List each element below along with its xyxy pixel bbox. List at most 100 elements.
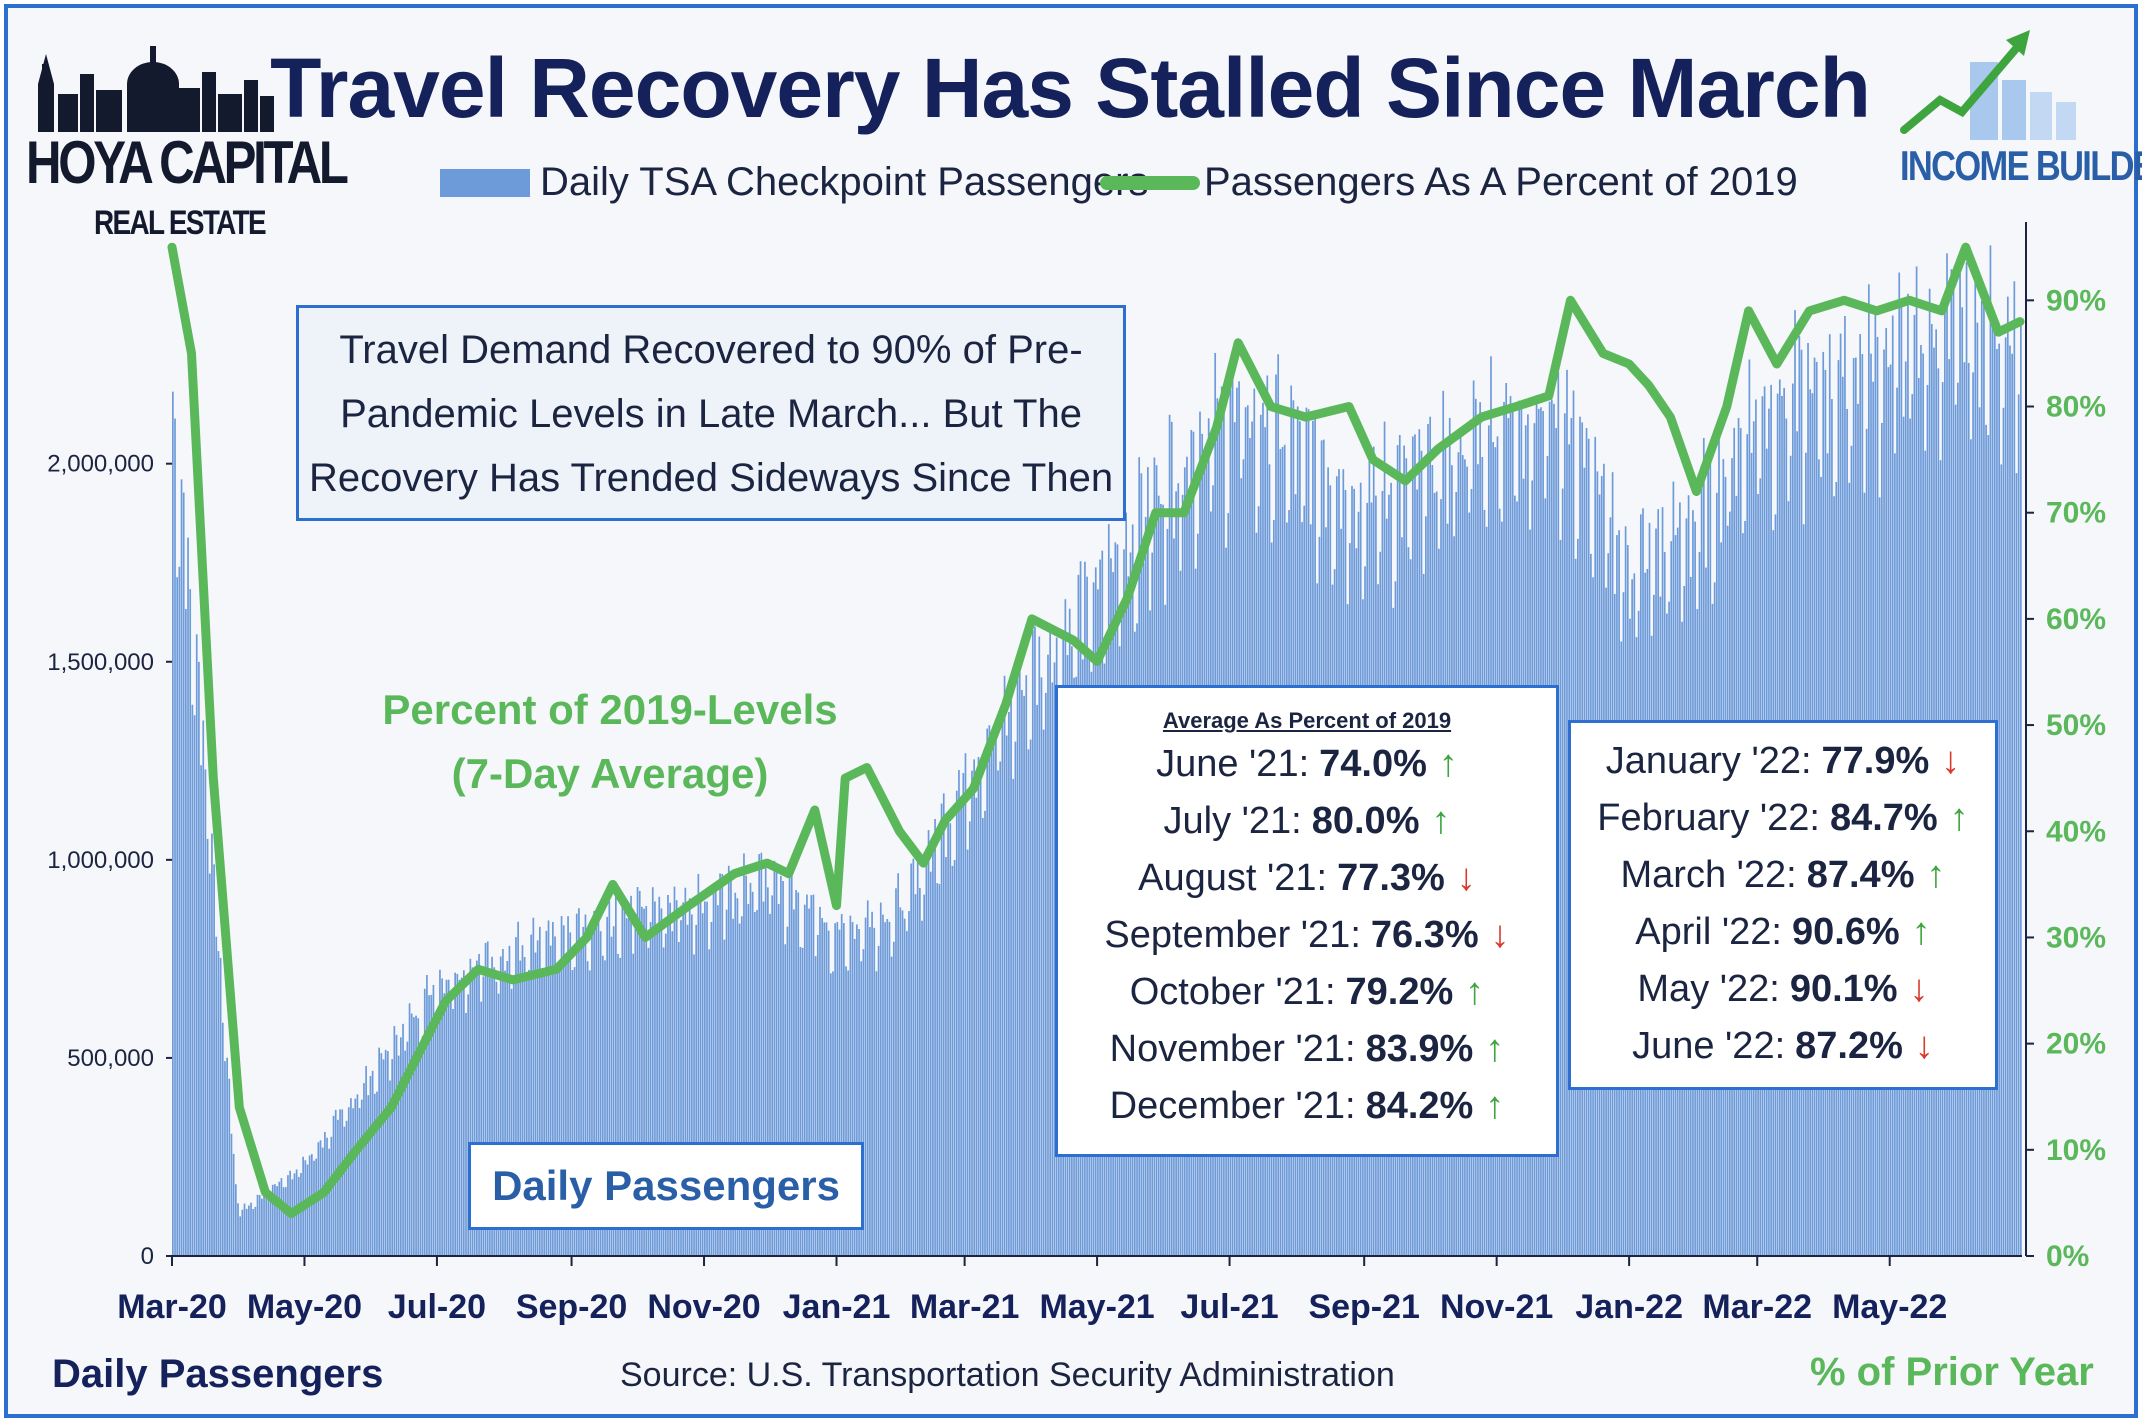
- passenger-bar: [380, 1053, 383, 1256]
- passenger-bar: [352, 1108, 354, 1256]
- passenger-bar: [489, 977, 491, 1256]
- passenger-bar: [797, 892, 800, 1256]
- passenger-bar: [595, 922, 598, 1256]
- x-tick-label: Nov-21: [1440, 1288, 1553, 1326]
- passenger-bar: [1018, 665, 1021, 1256]
- passenger-bar: [790, 867, 793, 1256]
- passenger-bar: [330, 1136, 333, 1256]
- passenger-bar: [1034, 626, 1036, 1256]
- passenger-bar: [743, 853, 745, 1256]
- table-row: March '22: 87.4% ↑: [1571, 847, 1995, 904]
- row-value: 76.3%: [1370, 914, 1479, 956]
- passenger-bar: [248, 1205, 250, 1256]
- passenger-bar: [1021, 690, 1023, 1256]
- passenger-bar: [767, 887, 769, 1256]
- passenger-bar: [499, 956, 502, 1256]
- passenger-bar: [567, 916, 569, 1256]
- passenger-bar: [884, 922, 886, 1256]
- x-tick-label: Mar-20: [117, 1288, 227, 1326]
- passenger-bar: [721, 874, 724, 1256]
- passenger-bar: [284, 1187, 287, 1256]
- x-tick-label: Sep-21: [1308, 1288, 1420, 1326]
- passenger-bar: [408, 1003, 411, 1256]
- passenger-bar: [562, 925, 565, 1256]
- passenger-bar: [914, 894, 917, 1256]
- passenger-bar: [591, 918, 593, 1256]
- line-annotation: Percent of 2019-Levels (7-Day Average): [360, 678, 860, 806]
- passenger-bar: [1559, 539, 1562, 1256]
- monthly-table-right-rows: January '22: 77.9% ↓ February '22: 84.7% ↑ Mar…: [1571, 733, 1995, 1075]
- passenger-bar: [777, 903, 780, 1256]
- passenger-bar: [604, 960, 606, 1256]
- passenger-bar: [771, 895, 774, 1256]
- passenger-bar: [547, 920, 550, 1256]
- passenger-bar: [384, 1049, 387, 1256]
- passenger-bar: [727, 865, 730, 1256]
- passenger-bar: [1005, 735, 1008, 1256]
- passenger-bar: [315, 1158, 318, 1256]
- passenger-bar: [221, 1022, 224, 1256]
- passenger-bar: [497, 993, 500, 1256]
- passenger-bar: [732, 918, 734, 1256]
- passenger-bar: [512, 981, 515, 1256]
- row-label: June '21:: [1156, 743, 1310, 785]
- right-tick-label: 70%: [2046, 497, 2106, 530]
- arrow-up-icon: ↑: [1465, 971, 1485, 1013]
- passenger-bar: [215, 936, 218, 1256]
- passenger-bar: [936, 883, 939, 1256]
- left-tick-label: 1,500,000: [47, 649, 154, 676]
- legend-item-line: Passengers As A Percent of 2019: [1100, 160, 1798, 205]
- row-label: November '21:: [1109, 1028, 1356, 1070]
- row-label: July '21:: [1163, 800, 1302, 842]
- passenger-bar: [245, 1208, 248, 1256]
- passenger-bar: [808, 908, 810, 1256]
- row-label: October '21:: [1129, 971, 1336, 1013]
- passenger-bar: [580, 945, 582, 1256]
- right-tick-label: 0%: [2046, 1240, 2089, 1273]
- passenger-bar: [406, 1041, 409, 1256]
- passenger-bar: [819, 906, 821, 1256]
- passenger-bar: [371, 1070, 374, 1256]
- passenger-bar: [480, 1001, 483, 1256]
- passenger-bar: [753, 911, 756, 1256]
- passenger-bar: [367, 1095, 370, 1256]
- callout-box: Travel Demand Recovered to 90% of Pre- P…: [296, 305, 1126, 521]
- passenger-bar: [404, 1050, 407, 1256]
- passenger-bar: [740, 916, 743, 1256]
- x-tick-label: Mar-21: [910, 1288, 1020, 1326]
- passenger-bar: [723, 939, 726, 1256]
- passenger-bar: [799, 947, 802, 1256]
- table-row: November '21: 83.9% ↑: [1058, 1021, 1556, 1078]
- passenger-bar: [356, 1094, 359, 1256]
- passenger-bar: [977, 756, 980, 1256]
- passenger-bar: [701, 913, 704, 1256]
- passenger-bar: [538, 926, 541, 1256]
- passenger-bar: [997, 770, 999, 1256]
- right-tick-label: 60%: [2046, 603, 2106, 636]
- legend-swatch-bars: [440, 168, 530, 197]
- passenger-bar: [638, 890, 641, 1256]
- passenger-bar: [458, 979, 461, 1256]
- passenger-bar: [515, 937, 517, 1256]
- monthly-table-header: Average As Percent of 2019: [1162, 708, 1452, 733]
- passenger-bar: [816, 935, 819, 1256]
- passenger-bar: [968, 821, 971, 1256]
- passenger-bar: [1029, 739, 1032, 1256]
- passenger-bar: [445, 979, 448, 1256]
- logo-text-income-builder: INCOME BUILDER: [1900, 142, 2142, 189]
- passenger-bar: [675, 900, 678, 1256]
- passenger-bar: [625, 918, 628, 1256]
- passenger-bar: [382, 1059, 385, 1256]
- passenger-bar: [423, 988, 426, 1256]
- passenger-bar: [938, 883, 941, 1256]
- passenger-bar: [219, 957, 222, 1256]
- passenger-bar: [960, 805, 962, 1256]
- passenger-bar: [947, 817, 949, 1256]
- passenger-bar: [953, 860, 956, 1256]
- passenger-bar: [558, 963, 561, 1256]
- row-value: 83.9%: [1365, 1028, 1474, 1070]
- passenger-bar: [204, 769, 207, 1256]
- passenger-bar: [656, 928, 658, 1256]
- row-value: 80.0%: [1311, 800, 1420, 842]
- passenger-bar: [929, 871, 932, 1256]
